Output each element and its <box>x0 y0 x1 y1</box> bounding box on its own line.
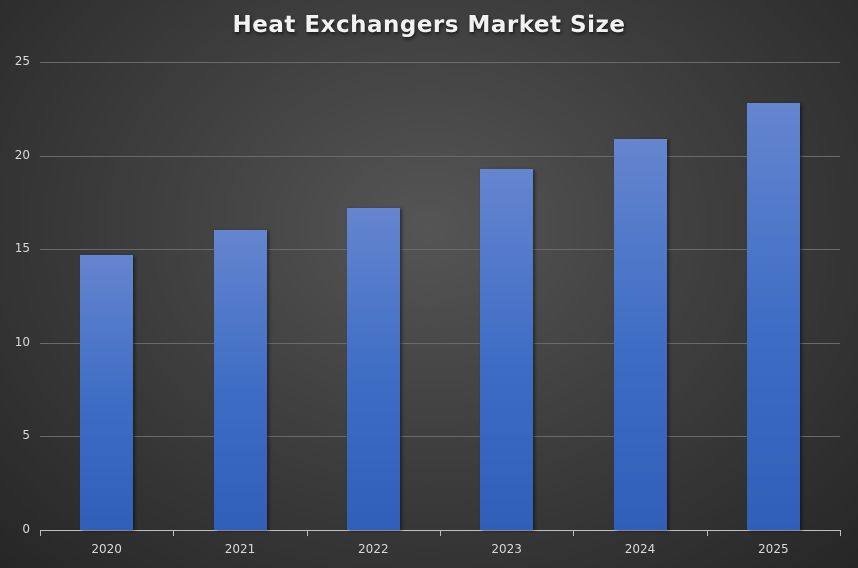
y-tick-label: 25 <box>14 54 30 68</box>
chart-title: Heat Exchangers Market Size <box>232 12 626 38</box>
y-tick-label: 10 <box>14 334 30 349</box>
x-tick <box>173 530 175 536</box>
bar-2021 <box>213 230 267 530</box>
x-tick <box>40 530 41 536</box>
y-tick-label: 20 <box>14 147 30 162</box>
y-tick-label: 5 <box>22 428 30 443</box>
bar-2023 <box>480 168 534 530</box>
x-tick-label: 2024 <box>624 542 656 556</box>
x-tick-label: 2021 <box>224 542 256 556</box>
gridline <box>40 249 840 251</box>
x-tick <box>573 530 575 536</box>
bar-2022 <box>346 208 400 530</box>
plot-area: 0 5 10 15 20 25 2020 2021 2022 2023 2024 2025 <box>15 54 841 556</box>
x-tick <box>440 530 441 536</box>
y-tick-label: 0 <box>22 522 30 536</box>
gridline <box>40 436 840 438</box>
bar-2025 <box>746 103 800 530</box>
x-tick <box>706 530 708 536</box>
x-tick <box>306 530 308 536</box>
bar-2024 <box>613 138 667 530</box>
gridline <box>40 342 840 344</box>
bar-2020 <box>80 254 134 530</box>
x-tick-label: 2022 <box>358 542 389 556</box>
x-tick <box>840 530 841 536</box>
x-tick-label: 2020 <box>91 542 122 556</box>
y-tick-label: 15 <box>14 241 30 256</box>
gridline <box>40 62 840 63</box>
gridline <box>40 155 840 157</box>
x-tick-label: 2023 <box>491 542 522 556</box>
x-tick-label: 2025 <box>758 542 789 556</box>
